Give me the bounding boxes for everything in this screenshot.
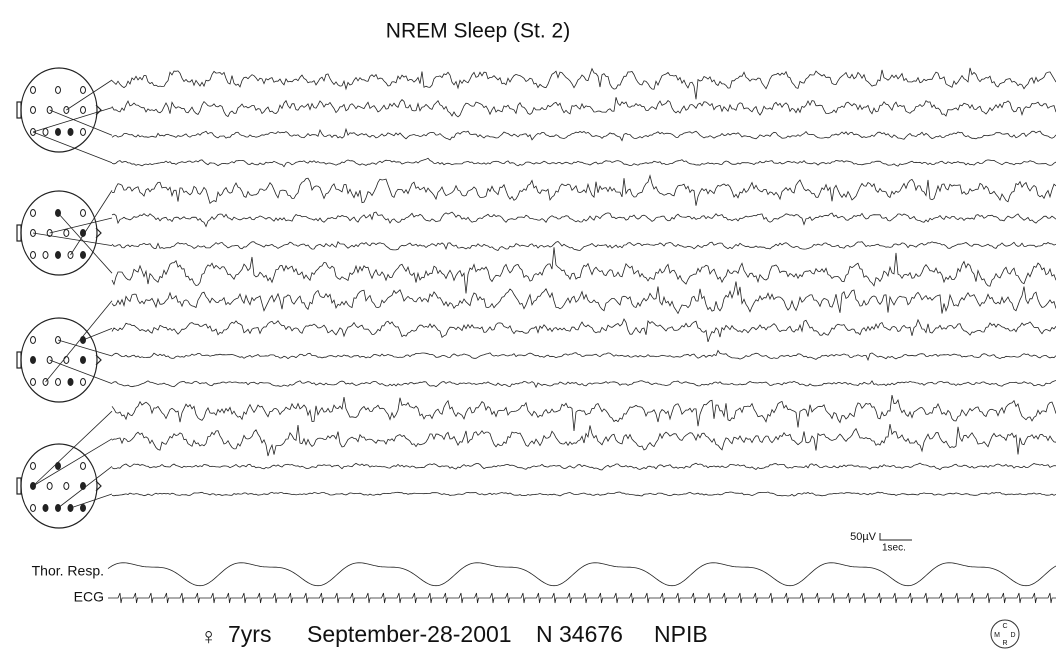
title: NREM Sleep (St. 2) [386, 20, 570, 43]
electrode [80, 128, 86, 136]
electrode [55, 128, 61, 136]
nose [95, 354, 102, 366]
sex: ♀ [200, 623, 217, 649]
ear [16, 224, 22, 242]
electrode [63, 482, 70, 490]
scale-time: 1sec. [882, 543, 906, 554]
eeg-channel [111, 424, 1056, 457]
electrode [30, 86, 36, 94]
montage-link [57, 339, 113, 357]
electrode [67, 378, 74, 386]
ecg-trace [108, 592, 1056, 604]
montage-link [66, 79, 113, 111]
scale-line [879, 533, 912, 541]
montage-link [32, 107, 113, 133]
electrode [42, 504, 49, 512]
nose [95, 227, 102, 239]
montage-link [32, 131, 113, 164]
eeg-channel [111, 211, 1056, 228]
eeg-channel [111, 127, 1056, 142]
eeg-channel [111, 281, 1056, 315]
electrode [80, 504, 86, 512]
eeg-channel [111, 395, 1056, 432]
scale-bar: 50µV 1sec. [850, 531, 912, 554]
eeg-channel [111, 349, 1056, 362]
montage-link [82, 328, 113, 341]
logo-ring [990, 619, 1020, 649]
electrode [80, 106, 86, 114]
nose [95, 480, 102, 492]
montage-link [32, 438, 113, 487]
eeg-channel [111, 380, 1056, 389]
electrode [80, 356, 86, 364]
eeg-channel [111, 491, 1056, 497]
montage-link [49, 217, 113, 234]
electrode [63, 356, 70, 364]
eeg-channel [111, 462, 1056, 471]
eeg-channel [111, 318, 1056, 343]
electrode [46, 482, 53, 490]
ear [16, 101, 22, 119]
ear [16, 351, 22, 369]
electrode [30, 378, 36, 386]
head-diagram [16, 190, 113, 276]
electrode [30, 504, 36, 512]
electrode [80, 251, 86, 259]
head-diagram [16, 410, 113, 529]
montage-link [45, 300, 113, 383]
electrode [30, 251, 36, 259]
electrode [30, 356, 36, 364]
eeg-channel [111, 241, 1056, 251]
electrode [67, 128, 74, 136]
head-diagram [16, 67, 113, 164]
electrode [30, 336, 36, 344]
scale-amplitude: 50µV [850, 531, 877, 543]
electrode [80, 229, 86, 237]
eeg-channel [111, 97, 1056, 118]
record: N 34676 [536, 621, 623, 647]
montage-link [32, 410, 113, 487]
nose [95, 104, 102, 116]
resp-label: Thor. Resp. [32, 563, 104, 579]
electrode [80, 462, 86, 470]
ear [16, 477, 22, 495]
montage-link [57, 212, 113, 274]
electrode [42, 128, 49, 136]
electrode [30, 462, 36, 470]
montage-link [57, 466, 113, 509]
montage-link [32, 232, 113, 246]
electrode [80, 378, 86, 386]
electrode [30, 209, 36, 217]
montage-link [70, 493, 113, 509]
electrode [42, 251, 49, 259]
eeg-channel [111, 67, 1056, 100]
footer: ♀ 7yrs September-28-2001 N 34676 NPIB [200, 621, 708, 649]
electrode [55, 251, 61, 259]
montage-link [49, 109, 113, 136]
eeg-channel [111, 157, 1056, 168]
montage-link [49, 359, 113, 384]
electrode [63, 229, 70, 237]
respiration-trace [107, 562, 1056, 587]
logo-letter: D [1010, 632, 1015, 639]
eeg-traces [107, 67, 1056, 604]
date: September-28-2001 [307, 621, 512, 647]
head-diagram [16, 300, 113, 403]
eeg-channel [111, 174, 1056, 206]
montage-diagrams [16, 67, 113, 529]
electrode [55, 378, 61, 386]
ecg-label: ECG [74, 589, 104, 605]
electrode [80, 209, 86, 217]
electrode [55, 86, 61, 94]
lab: NPIB [654, 621, 708, 647]
logo: C M D R [990, 619, 1020, 649]
age: 7yrs [228, 621, 271, 647]
electrode [80, 86, 86, 94]
eeg-channel [111, 247, 1056, 294]
logo-letter: M [994, 632, 1000, 639]
electrode [30, 106, 36, 114]
logo-letter: C [1002, 623, 1007, 630]
logo-letter: R [1002, 640, 1007, 647]
